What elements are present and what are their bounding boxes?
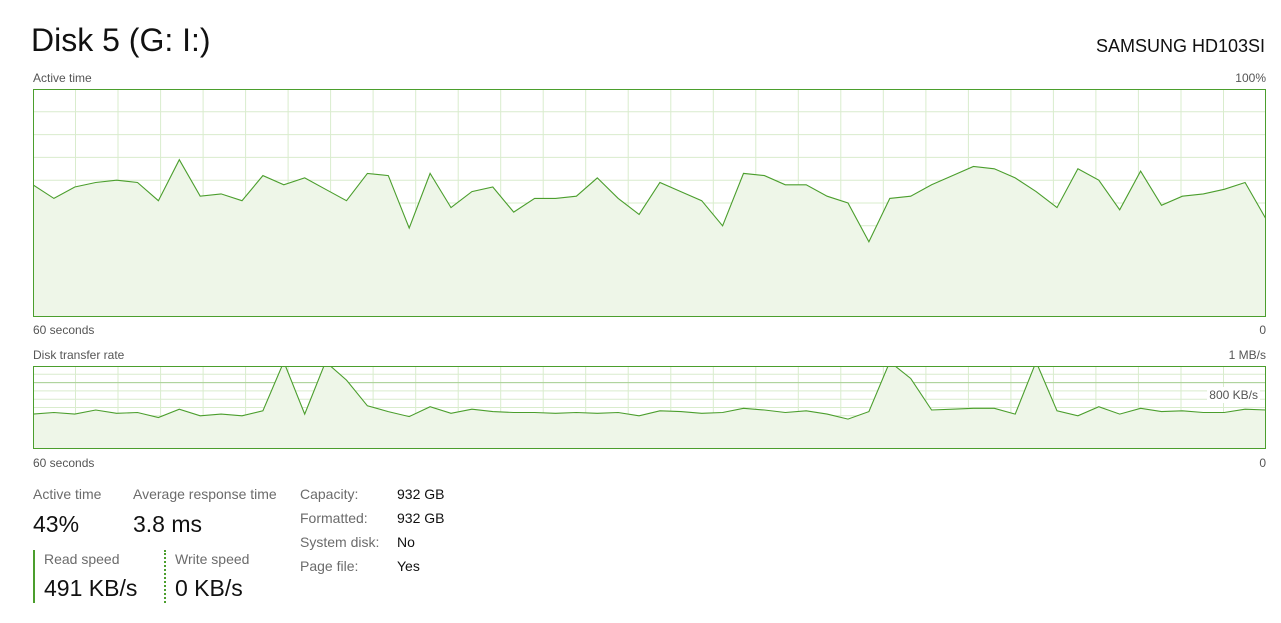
- active-time-stat: Active time 43%: [33, 485, 101, 538]
- property-value: 932 GB: [397, 510, 445, 526]
- transfer-rate-min-label: 0: [1259, 456, 1266, 470]
- write-speed-stat-label: Write speed: [175, 551, 250, 567]
- chart-border: [33, 366, 1266, 449]
- disk-title: Disk 5 (G: I:): [31, 22, 211, 58]
- series-line: [33, 366, 1266, 420]
- transfer-rate-max-label: 1 MB/s: [1228, 348, 1266, 362]
- transfer-rate-chart-title: Disk transfer rate: [33, 348, 125, 362]
- active-time-stat-label: Active time: [33, 486, 102, 502]
- property-value: No: [397, 534, 415, 550]
- avg-response-stat: Average response time 3.8 ms: [133, 485, 277, 538]
- property-row: Formatted: 932 GB: [300, 509, 444, 533]
- active-time-chart-svg: [33, 89, 1266, 317]
- avg-response-stat-value: 3.8 ms: [133, 511, 203, 537]
- property-value: 932 GB: [397, 486, 445, 502]
- property-value: Yes: [397, 558, 420, 574]
- series-line: [33, 158, 1266, 244]
- write-speed-stat-value: 0 KB/s: [175, 575, 243, 601]
- series-area: [33, 159, 1266, 317]
- read-speed-stat-label: Read speed: [44, 551, 120, 567]
- property-label: Formatted:: [300, 510, 368, 526]
- property-row: System disk: No: [300, 533, 444, 557]
- active-time-min-label: 0: [1259, 323, 1266, 337]
- property-label: Page file:: [300, 558, 359, 574]
- transfer-rate-reference-label: 800 KB/s: [1207, 387, 1260, 403]
- property-label: System disk:: [300, 534, 380, 550]
- property-row: Capacity: 932 GB: [300, 485, 444, 509]
- active-time-chart: [33, 89, 1266, 317]
- read-speed-stat-value: 491 KB/s: [44, 575, 138, 601]
- property-label: Capacity:: [300, 486, 359, 502]
- transfer-rate-x-label: 60 seconds: [33, 456, 95, 470]
- write-speed-stat: Write speed 0 KB/s: [164, 550, 249, 603]
- property-row: Page file: Yes: [300, 557, 444, 581]
- active-time-chart-title: Active time: [33, 71, 92, 85]
- avg-response-stat-label: Average response time: [133, 486, 277, 502]
- transfer-rate-chart-svg: [33, 366, 1266, 449]
- read-speed-stat: Read speed 491 KB/s: [33, 550, 137, 603]
- active-time-x-label: 60 seconds: [33, 323, 95, 337]
- series-area: [33, 366, 1266, 449]
- active-time-max-label: 100%: [1235, 71, 1266, 85]
- disk-model: SAMSUNG HD103SI: [1095, 36, 1265, 56]
- active-time-stat-value: 43%: [33, 511, 80, 537]
- disk-properties: Capacity: 932 GB Formatted: 932 GB Syste…: [300, 485, 444, 581]
- transfer-rate-chart: 800 KB/s: [33, 366, 1266, 449]
- chart-border: [33, 89, 1266, 317]
